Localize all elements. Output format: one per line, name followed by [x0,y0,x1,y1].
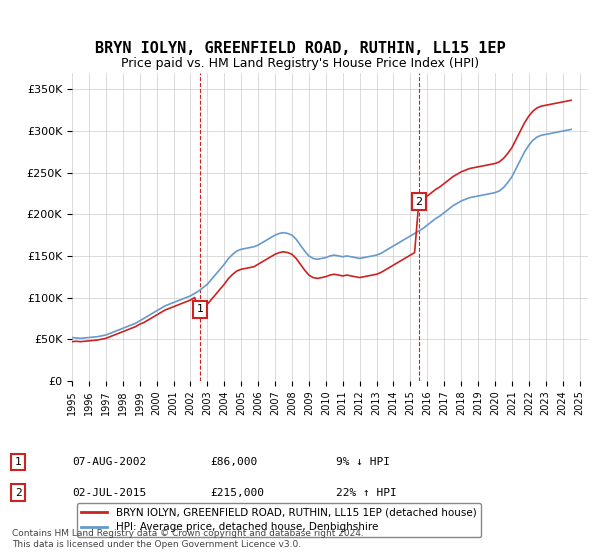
Text: £86,000: £86,000 [210,457,257,467]
Text: 07-AUG-2002: 07-AUG-2002 [72,457,146,467]
Text: £215,000: £215,000 [210,488,264,498]
Text: Price paid vs. HM Land Registry's House Price Index (HPI): Price paid vs. HM Land Registry's House … [121,57,479,70]
Text: 02-JUL-2015: 02-JUL-2015 [72,488,146,498]
Legend: BRYN IOLYN, GREENFIELD ROAD, RUTHIN, LL15 1EP (detached house), HPI: Average pri: BRYN IOLYN, GREENFIELD ROAD, RUTHIN, LL1… [77,503,481,536]
Text: 2: 2 [14,488,22,498]
Text: Contains HM Land Registry data © Crown copyright and database right 2024.
This d: Contains HM Land Registry data © Crown c… [12,529,364,549]
Text: BRYN IOLYN, GREENFIELD ROAD, RUTHIN, LL15 1EP: BRYN IOLYN, GREENFIELD ROAD, RUTHIN, LL1… [95,41,505,56]
Text: 9% ↓ HPI: 9% ↓ HPI [336,457,390,467]
Text: 1: 1 [197,304,204,314]
Text: 22% ↑ HPI: 22% ↑ HPI [336,488,397,498]
Text: 1: 1 [14,457,22,467]
Text: 2: 2 [415,197,422,207]
